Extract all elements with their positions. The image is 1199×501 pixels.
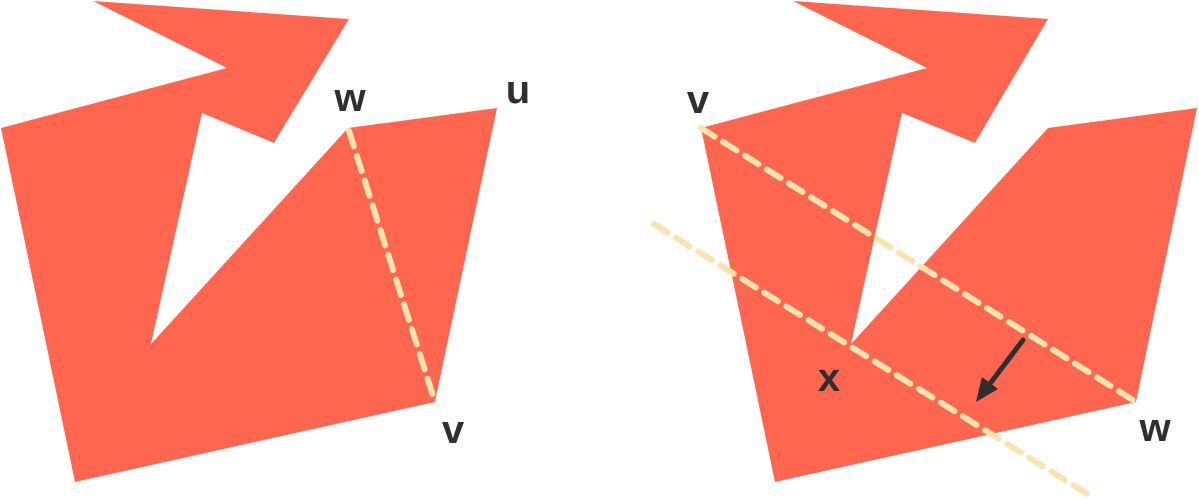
left-panel: w u v	[1, 1, 530, 482]
left-label-v: v	[442, 408, 465, 452]
right-diagonal-v-w	[698, 125, 1139, 405]
left-diagonal-w-v	[346, 128, 438, 405]
left-polygon	[1, 1, 497, 482]
arrow-shaft	[986, 337, 1026, 388]
right-sweep-line-through-x	[651, 221, 1092, 498]
arrow-head-icon	[976, 377, 998, 402]
right-label-x: x	[818, 356, 840, 400]
right-panel: v x w	[651, 1, 1197, 498]
right-label-w: w	[1138, 406, 1171, 450]
right-label-v: v	[687, 78, 710, 122]
left-label-w: w	[333, 76, 366, 120]
sweep-direction-arrow	[976, 337, 1026, 402]
left-label-u: u	[506, 68, 530, 112]
